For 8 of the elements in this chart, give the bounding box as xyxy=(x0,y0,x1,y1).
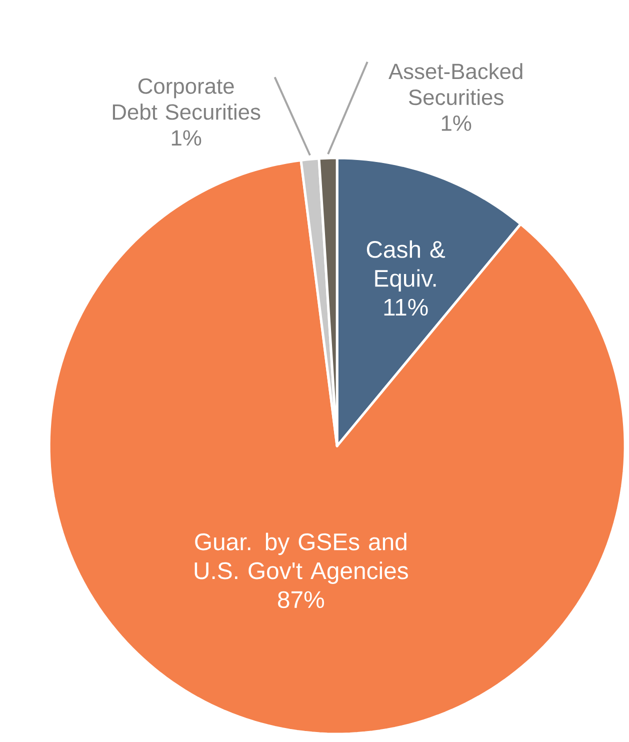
slice-label: Corporate Debt Securities xyxy=(112,78,260,120)
slice-label: Guar. by GSEs and U.S. Gov't Agencies xyxy=(194,532,408,584)
data-label: 1% xyxy=(172,130,202,146)
slice-label: Asset-Backed Securities xyxy=(388,63,522,106)
slice-label: Cash & Equiv. xyxy=(366,240,446,292)
data-label: 11% xyxy=(384,298,428,316)
data-label: 87% xyxy=(278,591,324,608)
data-label: 1% xyxy=(442,116,472,131)
